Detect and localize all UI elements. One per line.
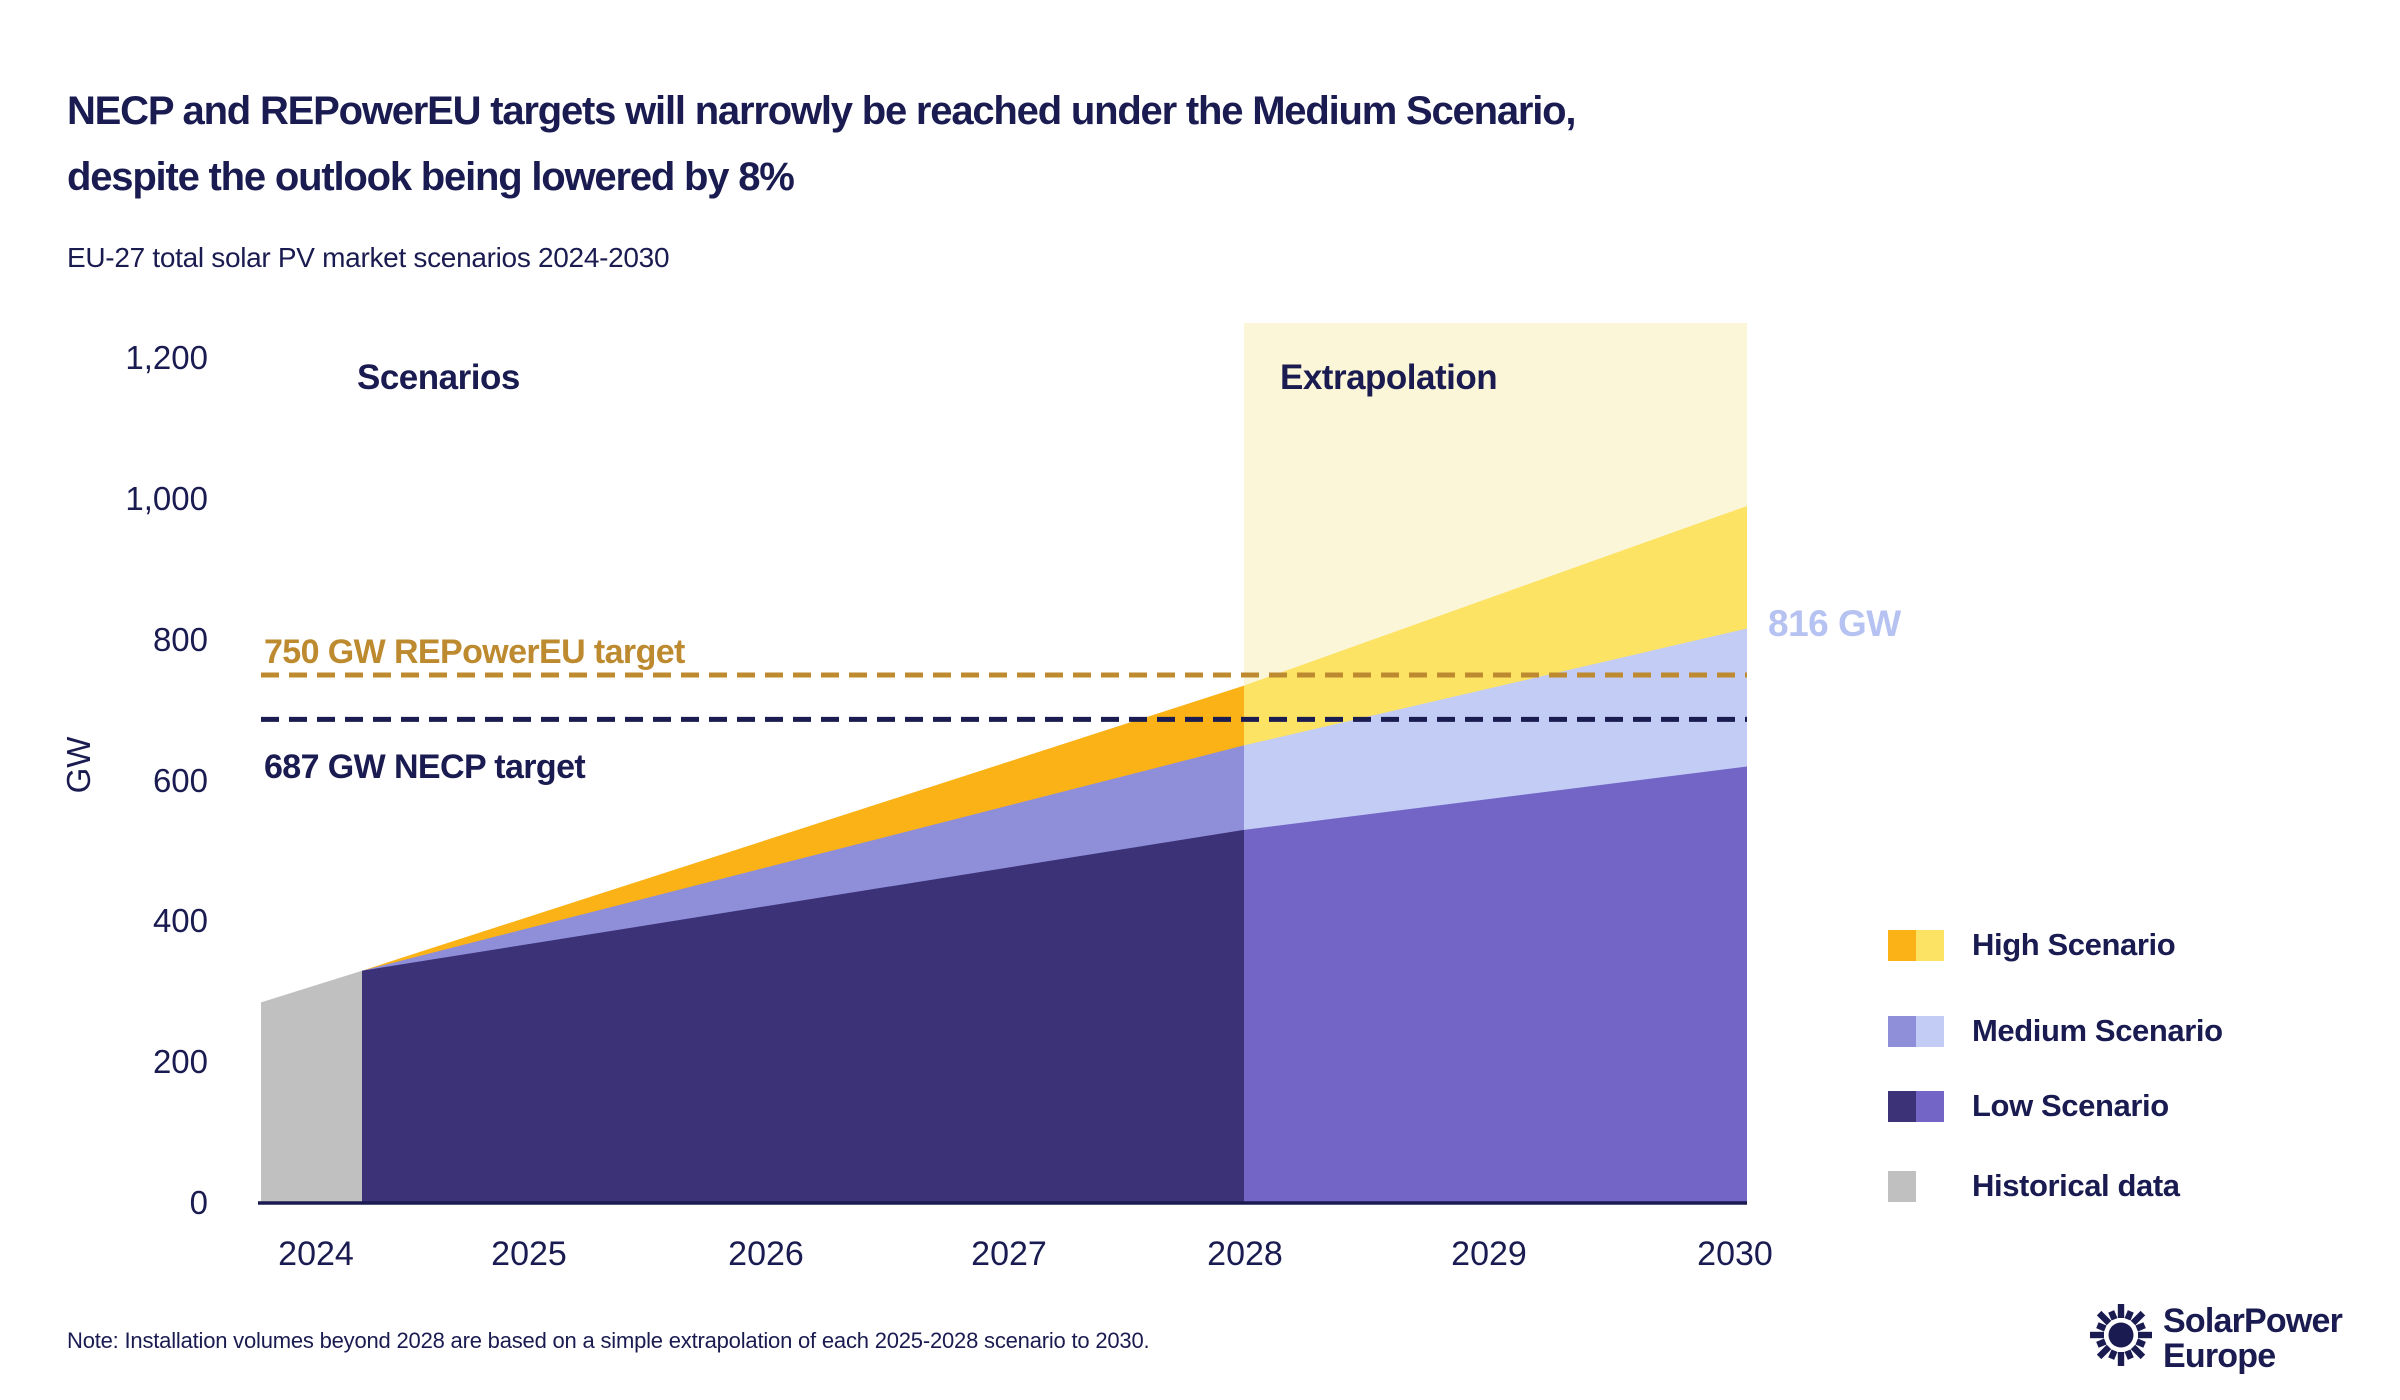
legend-item-label: High Scenario	[1972, 927, 2176, 962]
y-axis-tick-label: 600	[152, 761, 208, 799]
x-axis-tick-label: 2028	[1207, 1235, 1283, 1273]
area-historical	[261, 970, 362, 1203]
brand-name: SolarPower Europe	[2163, 1302, 2343, 1375]
y-axis-tick-label: 200	[152, 1043, 208, 1081]
page-title-line2: despite the outlook being lowered by 8%	[67, 155, 795, 199]
target-label-repowereu: 750 GW REPowerEU target	[264, 633, 685, 671]
x-axis-tick-label: 2024	[278, 1235, 354, 1273]
region-label-scenarios: Scenarios	[357, 358, 520, 397]
target-label-necp: 687 GW NECP target	[264, 748, 586, 786]
legend-item-label: Low Scenario	[1972, 1088, 2169, 1123]
y-axis-tick-label: 1,000	[125, 480, 208, 517]
legend-swatch	[1888, 930, 1944, 961]
page-subtitle: EU-27 total solar PV market scenarios 20…	[67, 242, 670, 273]
x-axis-tick-label: 2026	[728, 1235, 804, 1273]
legend-swatch	[1888, 1171, 1916, 1202]
y-axis-tick-label: 1,200	[125, 339, 208, 377]
legend-item-label: Medium Scenario	[1972, 1013, 2223, 1048]
footnote: Note: Installation volumes beyond 2028 a…	[67, 1328, 1150, 1353]
brand-logo: SolarPower Europe	[2086, 1298, 2386, 1382]
area-low-extrapolation	[1244, 766, 1747, 1203]
page-title-line1: NECP and REPowerEU targets will narrowly…	[67, 89, 1576, 133]
x-axis-tick-label: 2025	[491, 1235, 567, 1273]
region-label-extrapolation: Extrapolation	[1280, 358, 1498, 397]
x-axis-tick-label: 2030	[1697, 1235, 1773, 1273]
legend-swatch	[1888, 1016, 1944, 1047]
page-title: NECP and REPowerEU targets will narrowly…	[67, 78, 1576, 210]
y-axis-tick-label: 400	[152, 902, 208, 940]
callout-816gw: 816 GW	[1768, 602, 1901, 644]
legend-item-label: Historical data	[1972, 1168, 2180, 1203]
sun-icon	[2090, 1304, 2152, 1366]
x-axis-tick-label: 2029	[1451, 1235, 1527, 1273]
brand-name-line1: SolarPower	[2163, 1302, 2343, 1340]
x-axis-tick-label: 2027	[971, 1235, 1047, 1273]
y-axis-tick-label: 0	[189, 1184, 208, 1221]
y-axis-tick-label: 800	[152, 620, 208, 658]
legend-swatch	[1888, 1091, 1944, 1122]
brand-name-line2: Europe	[2163, 1337, 2276, 1375]
area-low-scenario	[362, 829, 1244, 1203]
